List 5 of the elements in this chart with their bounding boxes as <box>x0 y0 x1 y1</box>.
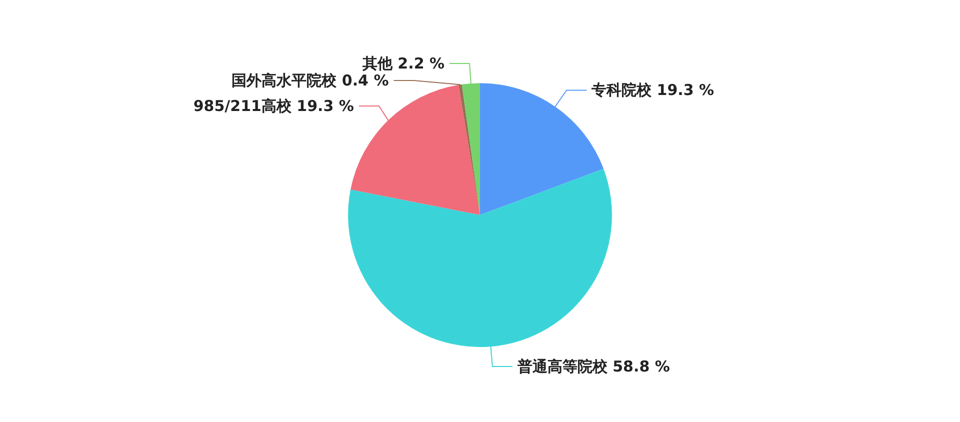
slice-label: 其他 2.2 % <box>361 54 445 72</box>
slice-label: 专科院校 19.3 % <box>590 81 714 100</box>
slice-label: 国外高水平院校 0.4 % <box>232 71 389 90</box>
slice-label: 普通高等院校 58.8 % <box>516 358 670 376</box>
slice-label: 985/211高校 19.3 % <box>193 96 354 115</box>
